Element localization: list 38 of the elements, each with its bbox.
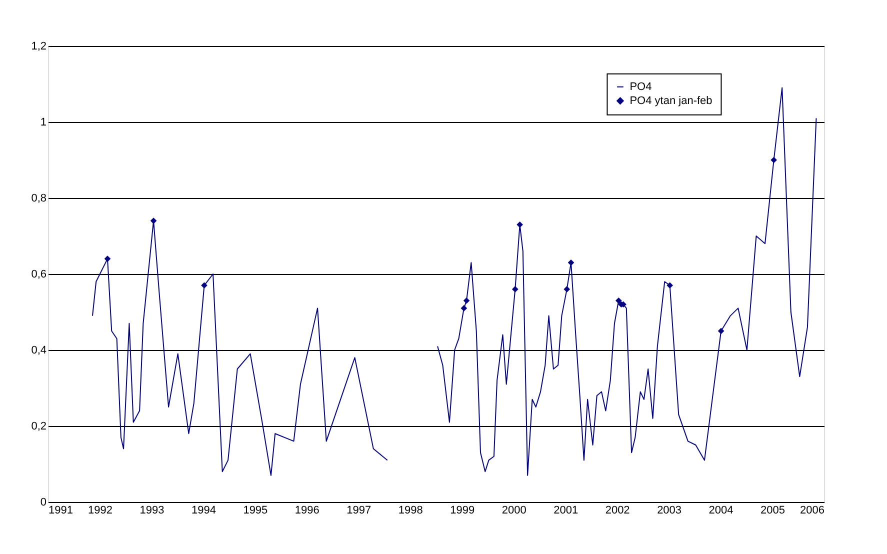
x-tick-label: 2006 — [800, 504, 824, 516]
point — [564, 286, 570, 292]
x-tick-label: 1998 — [398, 504, 423, 516]
point — [516, 221, 523, 228]
x-tick-label: 2001 — [554, 504, 578, 516]
point — [770, 156, 777, 164]
x-tick-label: 1995 — [243, 504, 268, 516]
x-tick-label: 2002 — [605, 504, 630, 516]
x-tick-label: 2000 — [502, 504, 526, 516]
x-tick-label: 1992 — [88, 504, 112, 516]
x-tick-label: 1993 — [140, 504, 164, 516]
y-tick-label: 0,2 — [31, 420, 46, 432]
x-tick-label: 2005 — [760, 504, 786, 516]
y-tick-label: 0,8 — [31, 192, 46, 204]
point — [460, 305, 468, 312]
x-tick-label: 1994 — [191, 504, 216, 516]
y-tick-label: 0,4 — [31, 344, 46, 356]
y-tick-label: 0,6 — [31, 268, 46, 280]
x-tick-label: 2004 — [708, 504, 734, 516]
point — [718, 328, 724, 334]
x-tick-label: 1991 — [48, 504, 73, 516]
legend-label: PO4 ytan jan-feb — [630, 94, 712, 107]
point — [666, 282, 673, 289]
point — [463, 297, 470, 304]
point — [104, 256, 111, 262]
y-tick-label: 0 — [40, 496, 46, 508]
point — [568, 259, 574, 266]
y-tick-label: 1,2 — [31, 40, 46, 52]
x-tick-label: 1996 — [294, 504, 320, 516]
x-tick-label: 1999 — [450, 504, 475, 516]
point — [150, 218, 157, 224]
point — [512, 286, 518, 292]
point — [201, 282, 208, 289]
point — [615, 297, 622, 304]
y-tick-label: 1 — [40, 116, 46, 128]
legend-label: PO4 — [630, 80, 652, 93]
x-tick-label: 2003 — [657, 504, 682, 516]
x-tick-label: 1997 — [346, 504, 372, 516]
